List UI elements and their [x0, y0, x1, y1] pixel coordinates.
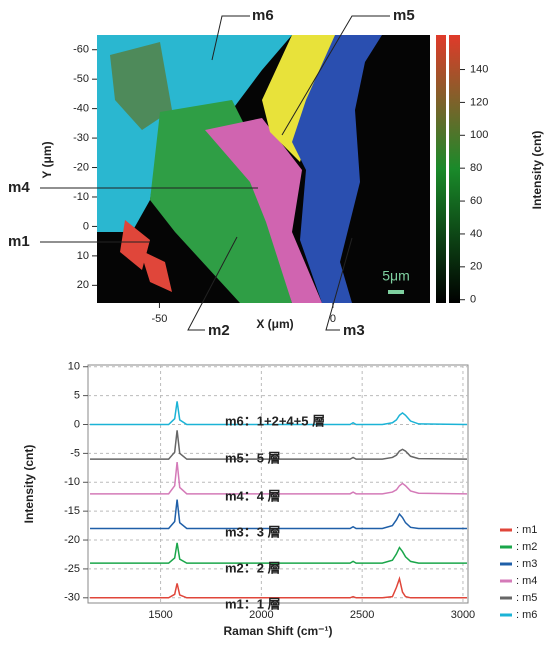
colorbar-tick-label: 140	[470, 63, 488, 75]
y-tick-label: 20	[77, 279, 89, 291]
map-annotation: m2	[208, 322, 230, 339]
y-tick-label: 10	[68, 361, 80, 373]
y-tick-label: -60	[73, 44, 89, 56]
colorbar-tick-label: 120	[470, 96, 488, 108]
spectrum-annotation: m1：1 層	[225, 596, 281, 611]
map-annotation: m1	[8, 233, 30, 250]
colorbar-tick-label: 100	[470, 129, 488, 141]
legend-label: : m4	[516, 575, 537, 587]
y-tick-label: -5	[70, 447, 80, 459]
legend-label: : m3	[516, 558, 537, 570]
colorbar-tick-label: 20	[470, 261, 482, 273]
y-tick-label: -10	[73, 191, 89, 203]
y-tick-label: -30	[73, 132, 89, 144]
plot-area	[87, 364, 469, 604]
y-tick-label: -30	[64, 592, 80, 604]
y-tick-label: -40	[73, 103, 89, 115]
leader-line	[211, 15, 250, 61]
colorbar-tick-label: 80	[470, 162, 482, 174]
spectrum-annotation: m3：3 層	[225, 524, 281, 539]
series-line	[90, 542, 467, 564]
raman-map	[40, 15, 460, 331]
legend-label: : m6	[516, 609, 537, 621]
colorbar-label: Intensity (cnt)	[530, 131, 544, 210]
y-tick-label: -20	[73, 161, 89, 173]
y-tick-label: -50	[73, 73, 89, 85]
x-tick-label: 3000	[451, 609, 475, 621]
series-line	[90, 430, 468, 460]
y-tick-label: -20	[64, 534, 80, 546]
x-tick-label: 1500	[148, 609, 172, 621]
map-annotation: m6	[252, 7, 274, 24]
x-axis-label: X (μm)	[256, 317, 293, 331]
y-tick-label: -10	[64, 476, 80, 488]
series-line	[90, 461, 468, 495]
map-annotation: m4	[8, 179, 30, 196]
leader-line	[281, 15, 390, 136]
y-tick-label: -15	[64, 505, 80, 517]
region-m2	[150, 100, 292, 303]
region-m3	[292, 35, 382, 303]
y-tick-label: 5	[74, 390, 80, 402]
colorbar-tick-label: 0	[470, 294, 476, 306]
spectrum-annotation: m4：4 層	[225, 488, 281, 503]
legend-label: : m2	[516, 541, 537, 553]
colorbar-tick-label: 40	[470, 228, 482, 240]
x-tick-label: -50	[151, 313, 167, 325]
region-patch	[110, 42, 172, 130]
colorbar-stripe	[446, 35, 449, 303]
x-tick-label: 2000	[249, 609, 273, 621]
series-line	[90, 576, 467, 599]
spectrum-annotation: m5：5 層	[225, 450, 281, 465]
x-tick-label: 0	[330, 313, 336, 325]
leader-line	[187, 236, 238, 331]
legend-label: : m1	[516, 524, 537, 536]
region-m4	[205, 118, 322, 303]
spectrum-annotation: m2：2 層	[225, 560, 281, 575]
series-line	[90, 401, 468, 426]
y-tick-label: 0	[83, 220, 89, 232]
map-annotation: m5	[393, 7, 415, 24]
y-tick-label: 10	[77, 250, 89, 262]
legend-label: : m5	[516, 592, 537, 604]
x-axis-label: Raman Shift (cm⁻¹)	[223, 624, 332, 638]
y-axis-label: Y (μm)	[40, 141, 54, 178]
scale-bar-label: 5μm	[382, 268, 410, 284]
y-tick-label: -25	[64, 563, 80, 575]
leader-line	[325, 237, 353, 331]
y-axis-label: Intensity (cnt)	[22, 445, 36, 524]
colorbar-tick-label: 60	[470, 195, 482, 207]
region-m1	[140, 250, 172, 292]
y-tick-label: 0	[74, 418, 80, 430]
x-tick-label: 2500	[350, 609, 374, 621]
spectrum-annotation: m6：1+2+4+5 層	[225, 413, 325, 428]
map-annotation: m3	[343, 322, 365, 339]
series-line	[90, 499, 467, 530]
